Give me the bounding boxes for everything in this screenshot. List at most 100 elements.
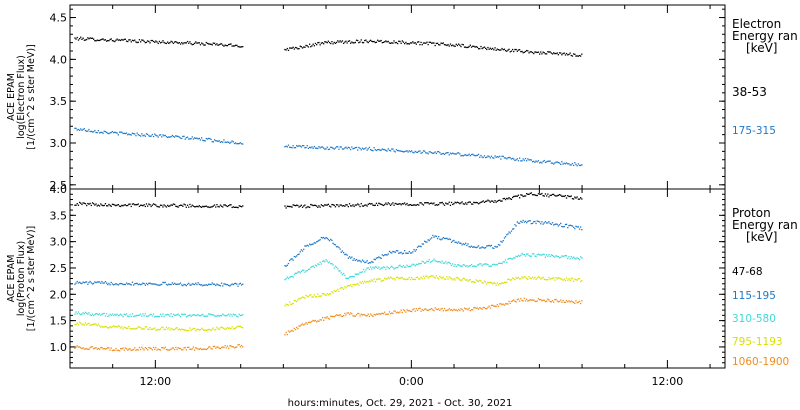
- data-point: [103, 282, 105, 284]
- data-point: [483, 280, 486, 282]
- data-point: [181, 313, 183, 315]
- data-point: [443, 44, 446, 46]
- data-point: [500, 282, 502, 285]
- data-point: [294, 272, 297, 274]
- data-point: [565, 197, 568, 199]
- data-point: [215, 328, 217, 331]
- data-point: [560, 194, 562, 196]
- data-point: [448, 45, 450, 47]
- data-point: [291, 275, 293, 277]
- data-point: [75, 324, 77, 326]
- data-point: [326, 146, 328, 148]
- data-point: [343, 42, 345, 44]
- data-point: [115, 347, 117, 350]
- data-point: [212, 141, 214, 143]
- data-point: [397, 311, 399, 313]
- data-point: [345, 277, 347, 279]
- data-point: [203, 315, 205, 317]
- data-point: [216, 204, 218, 206]
- data-point: [178, 314, 180, 316]
- data-point: [499, 262, 501, 264]
- data-point: [483, 201, 486, 203]
- data-point: [573, 53, 575, 55]
- data-point: [216, 346, 218, 348]
- data-point: [472, 280, 474, 283]
- data-point: [81, 324, 83, 326]
- data-point: [335, 290, 338, 292]
- data-point: [84, 130, 87, 132]
- data-point: [357, 39, 359, 42]
- data-point: [493, 282, 495, 284]
- data-point: [172, 42, 175, 44]
- data-point: [438, 261, 440, 263]
- data-point: [104, 131, 107, 133]
- data-point: [352, 259, 354, 261]
- data-point: [237, 325, 239, 327]
- data-point: [555, 223, 557, 225]
- data-point: [453, 203, 455, 205]
- data-point: [366, 267, 368, 269]
- data-point: [524, 255, 527, 257]
- data-point: [392, 250, 394, 253]
- data-point: [131, 39, 134, 41]
- data-point: [152, 328, 155, 330]
- data-point: [448, 262, 450, 264]
- data-point: [122, 205, 124, 207]
- data-point: [224, 204, 226, 206]
- data-point: [223, 346, 225, 349]
- data-point: [530, 159, 532, 161]
- data-point: [74, 127, 76, 129]
- data-point: [165, 283, 168, 286]
- data-point: [574, 53, 576, 55]
- data-point: [510, 300, 513, 303]
- data-point: [580, 164, 582, 167]
- data-point: [482, 263, 484, 266]
- data-point: [130, 328, 132, 330]
- data-point: [406, 252, 408, 254]
- data-point: [512, 196, 514, 199]
- data-point: [330, 42, 332, 45]
- data-point: [480, 307, 482, 309]
- data-point: [148, 203, 150, 205]
- data-point: [556, 223, 558, 225]
- data-point: [98, 325, 101, 327]
- data-point: [516, 50, 518, 52]
- data-point: [236, 315, 238, 317]
- data-point: [189, 314, 191, 316]
- data-point: [286, 264, 288, 266]
- data-point: [175, 41, 177, 43]
- data-point: [324, 41, 326, 43]
- data-point: [554, 223, 556, 226]
- data-point: [475, 201, 477, 204]
- data-point: [174, 203, 176, 206]
- data-point: [287, 262, 290, 265]
- data-point: [368, 146, 371, 149]
- data-point: [289, 259, 291, 262]
- data-point: [123, 283, 125, 286]
- data-point: [100, 39, 102, 41]
- data-point: [569, 279, 571, 281]
- data-point: [424, 240, 426, 242]
- data-point: [421, 44, 423, 46]
- data-point: [382, 41, 385, 43]
- data-point: [191, 348, 193, 350]
- data-point: [213, 329, 216, 331]
- data-point: [212, 42, 214, 44]
- data-point: [74, 313, 76, 315]
- data-point: [577, 278, 579, 280]
- data-point: [111, 326, 114, 328]
- data-point: [91, 323, 94, 325]
- data-point: [371, 268, 373, 270]
- data-point: [142, 282, 144, 284]
- data-point: [434, 235, 436, 237]
- data-point: [299, 145, 301, 147]
- data-point: [514, 224, 516, 226]
- data-point: [571, 257, 574, 259]
- data-point: [490, 155, 493, 157]
- data-point: [424, 150, 426, 152]
- data-point: [303, 248, 305, 250]
- data-point: [467, 46, 469, 48]
- data-point: [454, 153, 456, 155]
- data-point: [578, 300, 581, 303]
- data-point: [455, 309, 457, 311]
